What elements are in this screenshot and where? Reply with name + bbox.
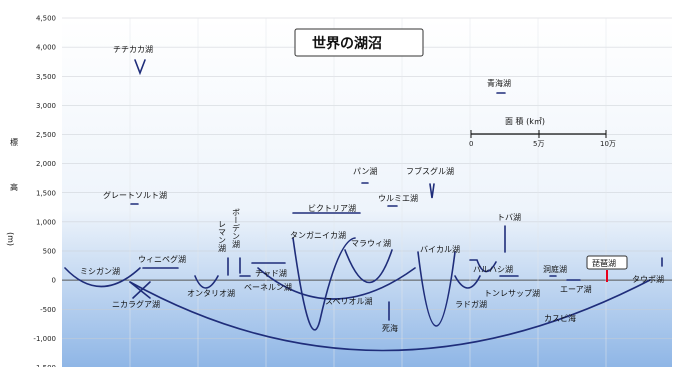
label-taupo: タウポ湖 (632, 275, 664, 284)
label-tonlesap: トンレサップ湖 (484, 289, 540, 298)
y-tick-label: 4,500 (36, 15, 56, 23)
label-biwa: 琵琶湖 (592, 259, 616, 268)
lake-khovsgol-shape (429, 183, 435, 199)
y-axis-label-3: (m) (6, 232, 15, 246)
label-chad: チャド湖 (255, 269, 287, 278)
y-tick-label: 500 (43, 248, 56, 256)
scale-bar-label-10: 10万 (600, 140, 616, 148)
lake-superior-shape (257, 267, 416, 300)
lake-shapes (64, 59, 663, 352)
y-tick-label: 1,000 (36, 218, 56, 226)
y-tick-label: 2,000 (36, 160, 56, 168)
lake-malawi-shape (344, 249, 393, 284)
label-khovsgol: フブスグル湖 (406, 166, 454, 176)
lake-caspian-shape (129, 279, 651, 352)
y-tick-label: 1,500 (36, 189, 56, 197)
lake-labels: チチカカ湖 青海湖 グレートソルト湖 パン湖 フブスグル湖 ウルミエ湖 ビクトリ… (80, 45, 664, 333)
y-axis-label-1: 標 (10, 137, 18, 147)
lake-baikal-shape (417, 251, 456, 327)
y-tick-label: 3,000 (36, 102, 56, 110)
label-balkhash: バルハシ湖 (473, 265, 513, 274)
lake-michigan-shape (64, 267, 141, 288)
lake-ontario-shape (194, 275, 219, 289)
scale-bar-label: 面 積 (k㎡) (505, 116, 545, 126)
y-grid: 4,500 4,000 3,500 3,000 2,500 2,000 1,500 1,000… (33, 15, 672, 367)
y-axis-label-2: 高 (10, 182, 18, 192)
label-qinghai: 青海湖 (487, 78, 511, 88)
label-caspian: カスピ海 (544, 313, 576, 323)
label-titicaca: チチカカ湖 (113, 45, 153, 54)
label-tanganyika: タンガニイカ湖 (290, 230, 346, 240)
label-michigan: ミシガン湖 (80, 266, 120, 276)
y-tick-label: -1,000 (33, 335, 56, 343)
label-vanern: ベーネルン湖 (244, 283, 292, 292)
lake-ladoga-shape (454, 275, 481, 289)
y-tick-label: -1,500 (33, 364, 56, 367)
title-box (294, 28, 424, 57)
label-victoria: ビクトリア湖 (308, 204, 356, 213)
label-bodensee: ボーデン湖 (232, 208, 241, 249)
label-dongting: 洞庭湖 (543, 264, 567, 274)
y-tick-label: -500 (40, 306, 56, 314)
scale-bar-label-0: 0 (469, 140, 473, 148)
y-tick-label: 0 (52, 277, 56, 285)
y-tick-label: 3,500 (36, 73, 56, 81)
label-great-salt: グレートソルト湖 (103, 190, 167, 200)
biwa-label-box (586, 255, 628, 270)
chart-title: 世界の湖沼 (312, 35, 382, 52)
lake-balkhash-shape (469, 259, 497, 273)
label-malawi: マラウィ湖 (351, 239, 391, 248)
label-ontario: オンタリオ湖 (187, 289, 235, 298)
label-dead-sea: 死海 (382, 323, 398, 333)
label-baikal: バイカル湖 (420, 245, 460, 254)
label-urmia: ウルミエ湖 (378, 194, 418, 203)
label-nicaragua: ニカラグア湖 (112, 299, 160, 309)
label-ladoga: ラドガ湖 (455, 299, 487, 309)
y-tick-label: 2,500 (36, 131, 56, 139)
scale-bar-label-5: 5万 (533, 140, 544, 148)
label-van: パン湖 (353, 167, 377, 176)
y-tick-label: 4,000 (36, 44, 56, 52)
lake-titicaca-shape (134, 59, 146, 76)
label-toba: トバ湖 (497, 213, 521, 222)
label-leman: レマン湖 (218, 220, 227, 253)
label-superior: スペリオル湖 (325, 297, 372, 306)
label-eyre: エーア湖 (560, 285, 592, 294)
label-winnipeg: ウィニペグ湖 (138, 254, 186, 264)
